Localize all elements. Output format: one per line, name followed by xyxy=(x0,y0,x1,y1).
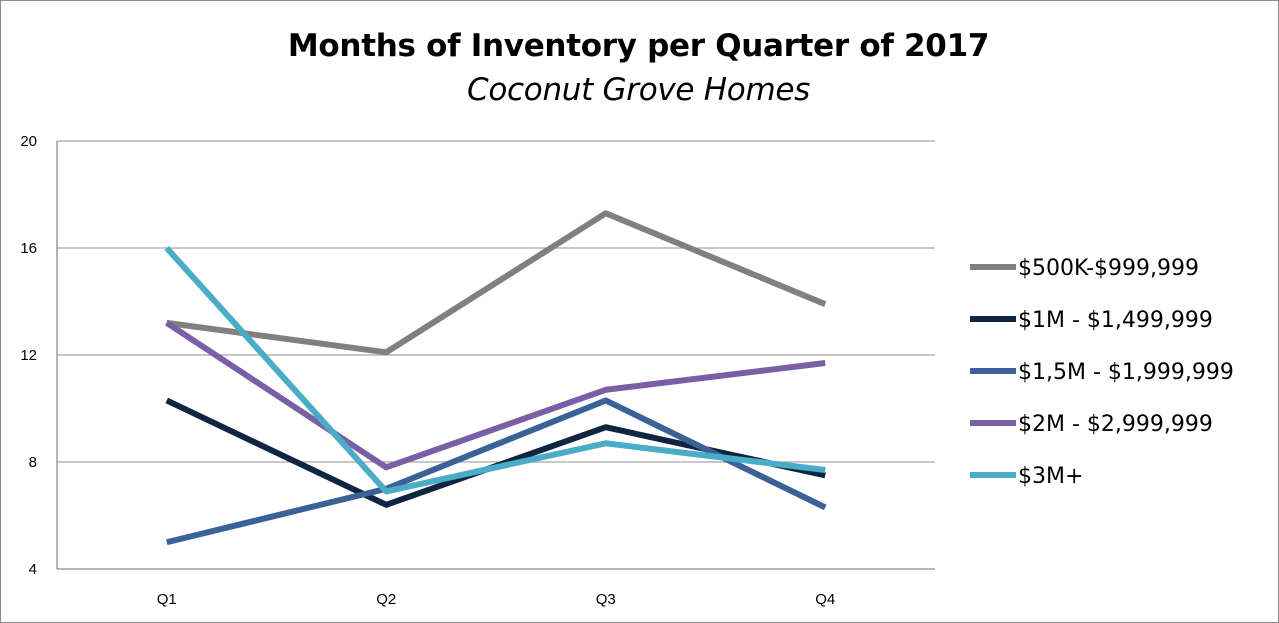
series-line xyxy=(166,210,827,356)
y-tick-label: 20 xyxy=(20,133,37,150)
y-tick-label: 16 xyxy=(20,240,37,257)
x-tick-label: Q3 xyxy=(596,591,616,608)
y-tick-label: 8 xyxy=(29,454,37,471)
legend: $500K-$999,999 $1M - $1,499,999 $1,5M - $1… xyxy=(970,256,1234,489)
chart-subtitle: Coconut Grove Homes xyxy=(467,72,810,108)
x-tick-label: Q4 xyxy=(815,591,835,608)
gridlines xyxy=(57,140,935,463)
x-tick-label: Q1 xyxy=(157,591,177,608)
chart-title: Months of Inventory per Quarter of 2017 xyxy=(287,28,990,64)
series-line xyxy=(165,397,826,508)
x-tick-label: Q2 xyxy=(376,591,396,608)
series-line xyxy=(166,397,827,546)
y-tick-label: 12 xyxy=(20,347,37,364)
legend-label: $2M - $2,999,999 xyxy=(1018,412,1213,437)
series-line xyxy=(164,245,826,495)
series-lines xyxy=(164,210,827,546)
legend-label: $1M - $1,499,999 xyxy=(1018,308,1213,333)
y-tick-label: 4 xyxy=(29,561,37,578)
series-line xyxy=(165,320,826,471)
legend-label: $500K-$999,999 xyxy=(1018,256,1199,281)
axes: 4 8 12 16 20 Q1 Q2 Q3 Q4 xyxy=(20,133,935,608)
legend-label: $1,5M - $1,999,999 xyxy=(1018,360,1234,385)
legend-label: $3M+ xyxy=(1018,464,1083,489)
